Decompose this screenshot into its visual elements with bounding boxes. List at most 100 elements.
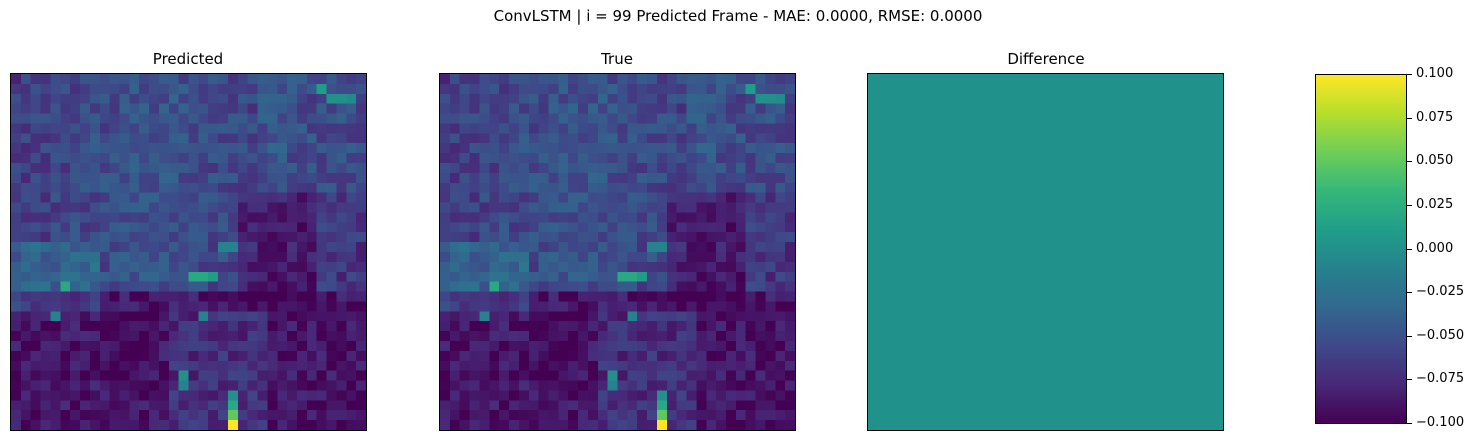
predicted-cell <box>168 74 179 85</box>
true-cell <box>755 153 766 164</box>
true-cell <box>558 350 569 361</box>
true-cell <box>656 192 668 203</box>
predicted-cell <box>70 390 81 401</box>
true-cell <box>627 311 638 322</box>
true-cell <box>647 350 658 361</box>
predicted-cell <box>296 172 308 183</box>
true-cell <box>666 83 677 94</box>
true-cell <box>449 321 460 332</box>
predicted-cell <box>198 93 209 104</box>
true-cell <box>548 182 559 193</box>
true-cell <box>725 153 737 164</box>
predicted-cell <box>267 232 278 243</box>
true-cell <box>775 370 786 381</box>
predicted-cell <box>109 212 120 223</box>
predicted-cell <box>267 133 278 144</box>
true-cell <box>587 93 598 104</box>
true-cell <box>528 153 539 164</box>
predicted-cell <box>326 420 337 430</box>
true-cell <box>587 133 598 144</box>
predicted-cell <box>109 341 120 352</box>
true-cell <box>656 103 668 114</box>
true-cell <box>725 123 737 134</box>
colorbar-tick <box>1407 248 1412 250</box>
predicted-cell <box>89 222 100 233</box>
difference-cell <box>868 74 1223 430</box>
predicted-cell <box>247 143 258 154</box>
true-cell <box>617 133 628 144</box>
true-cell <box>637 350 648 361</box>
true-cell <box>538 103 549 114</box>
true-cell <box>775 133 786 144</box>
predicted-cell <box>296 390 308 401</box>
predicted-cell <box>208 172 219 183</box>
true-cell <box>676 123 687 134</box>
true-cell <box>587 301 598 312</box>
true-cell <box>479 301 490 312</box>
predicted-cell <box>267 153 278 164</box>
true-cell <box>627 222 638 233</box>
predicted-cell <box>218 390 229 401</box>
predicted-cell <box>40 400 51 411</box>
true-cell <box>696 113 707 124</box>
true-cell <box>548 93 559 104</box>
predicted-cell <box>30 341 41 352</box>
predicted-cell <box>237 123 248 134</box>
true-cell <box>518 350 529 361</box>
predicted-cell <box>158 420 169 430</box>
true-cell <box>716 321 727 332</box>
predicted-cell <box>20 261 31 272</box>
predicted-cell <box>356 74 366 85</box>
true-cell <box>666 182 677 193</box>
predicted-cell <box>168 232 179 243</box>
predicted-cell <box>257 163 268 174</box>
predicted-cell <box>158 400 169 411</box>
predicted-cell <box>237 153 248 164</box>
true-cell <box>558 232 569 243</box>
predicted-cell <box>168 212 179 223</box>
true-cell <box>785 410 795 421</box>
true-cell <box>558 83 569 94</box>
predicted-cell <box>287 212 298 223</box>
predicted-cell <box>60 420 71 430</box>
predicted-cell <box>227 163 239 174</box>
predicted-cell <box>296 341 308 352</box>
true-cell <box>656 222 668 233</box>
predicted-cell <box>168 103 179 114</box>
true-cell <box>666 192 677 203</box>
true-cell <box>459 103 470 114</box>
predicted-cell <box>188 301 199 312</box>
predicted-cell <box>237 420 248 430</box>
predicted-cell <box>168 321 179 332</box>
true-cell <box>499 163 510 174</box>
predicted-cell <box>178 360 189 371</box>
true-cell <box>676 271 687 282</box>
true-cell <box>568 321 579 332</box>
true-cell <box>735 103 746 114</box>
predicted-cell <box>237 182 248 193</box>
true-cell <box>538 331 549 342</box>
true-cell <box>755 93 766 104</box>
predicted-cell <box>60 232 71 243</box>
true-cell <box>627 400 638 411</box>
predicted-cell <box>178 232 189 243</box>
true-cell <box>607 74 618 85</box>
predicted-cell <box>267 172 278 183</box>
predicted-cell <box>218 400 229 411</box>
predicted-cell <box>326 153 337 164</box>
true-cell <box>676 133 687 144</box>
true-cell <box>587 331 598 342</box>
predicted-cell <box>346 380 357 391</box>
predicted-cell <box>149 390 160 401</box>
true-cell <box>597 420 608 430</box>
true-cell <box>548 311 559 322</box>
predicted-cell <box>356 202 366 213</box>
predicted-cell <box>218 83 229 94</box>
true-cell <box>499 202 510 213</box>
true-cell <box>518 202 529 213</box>
true-cell <box>706 370 717 381</box>
predicted-cell <box>20 331 31 342</box>
true-cell <box>459 331 470 342</box>
predicted-cell <box>227 380 239 391</box>
true-cell <box>459 93 470 104</box>
